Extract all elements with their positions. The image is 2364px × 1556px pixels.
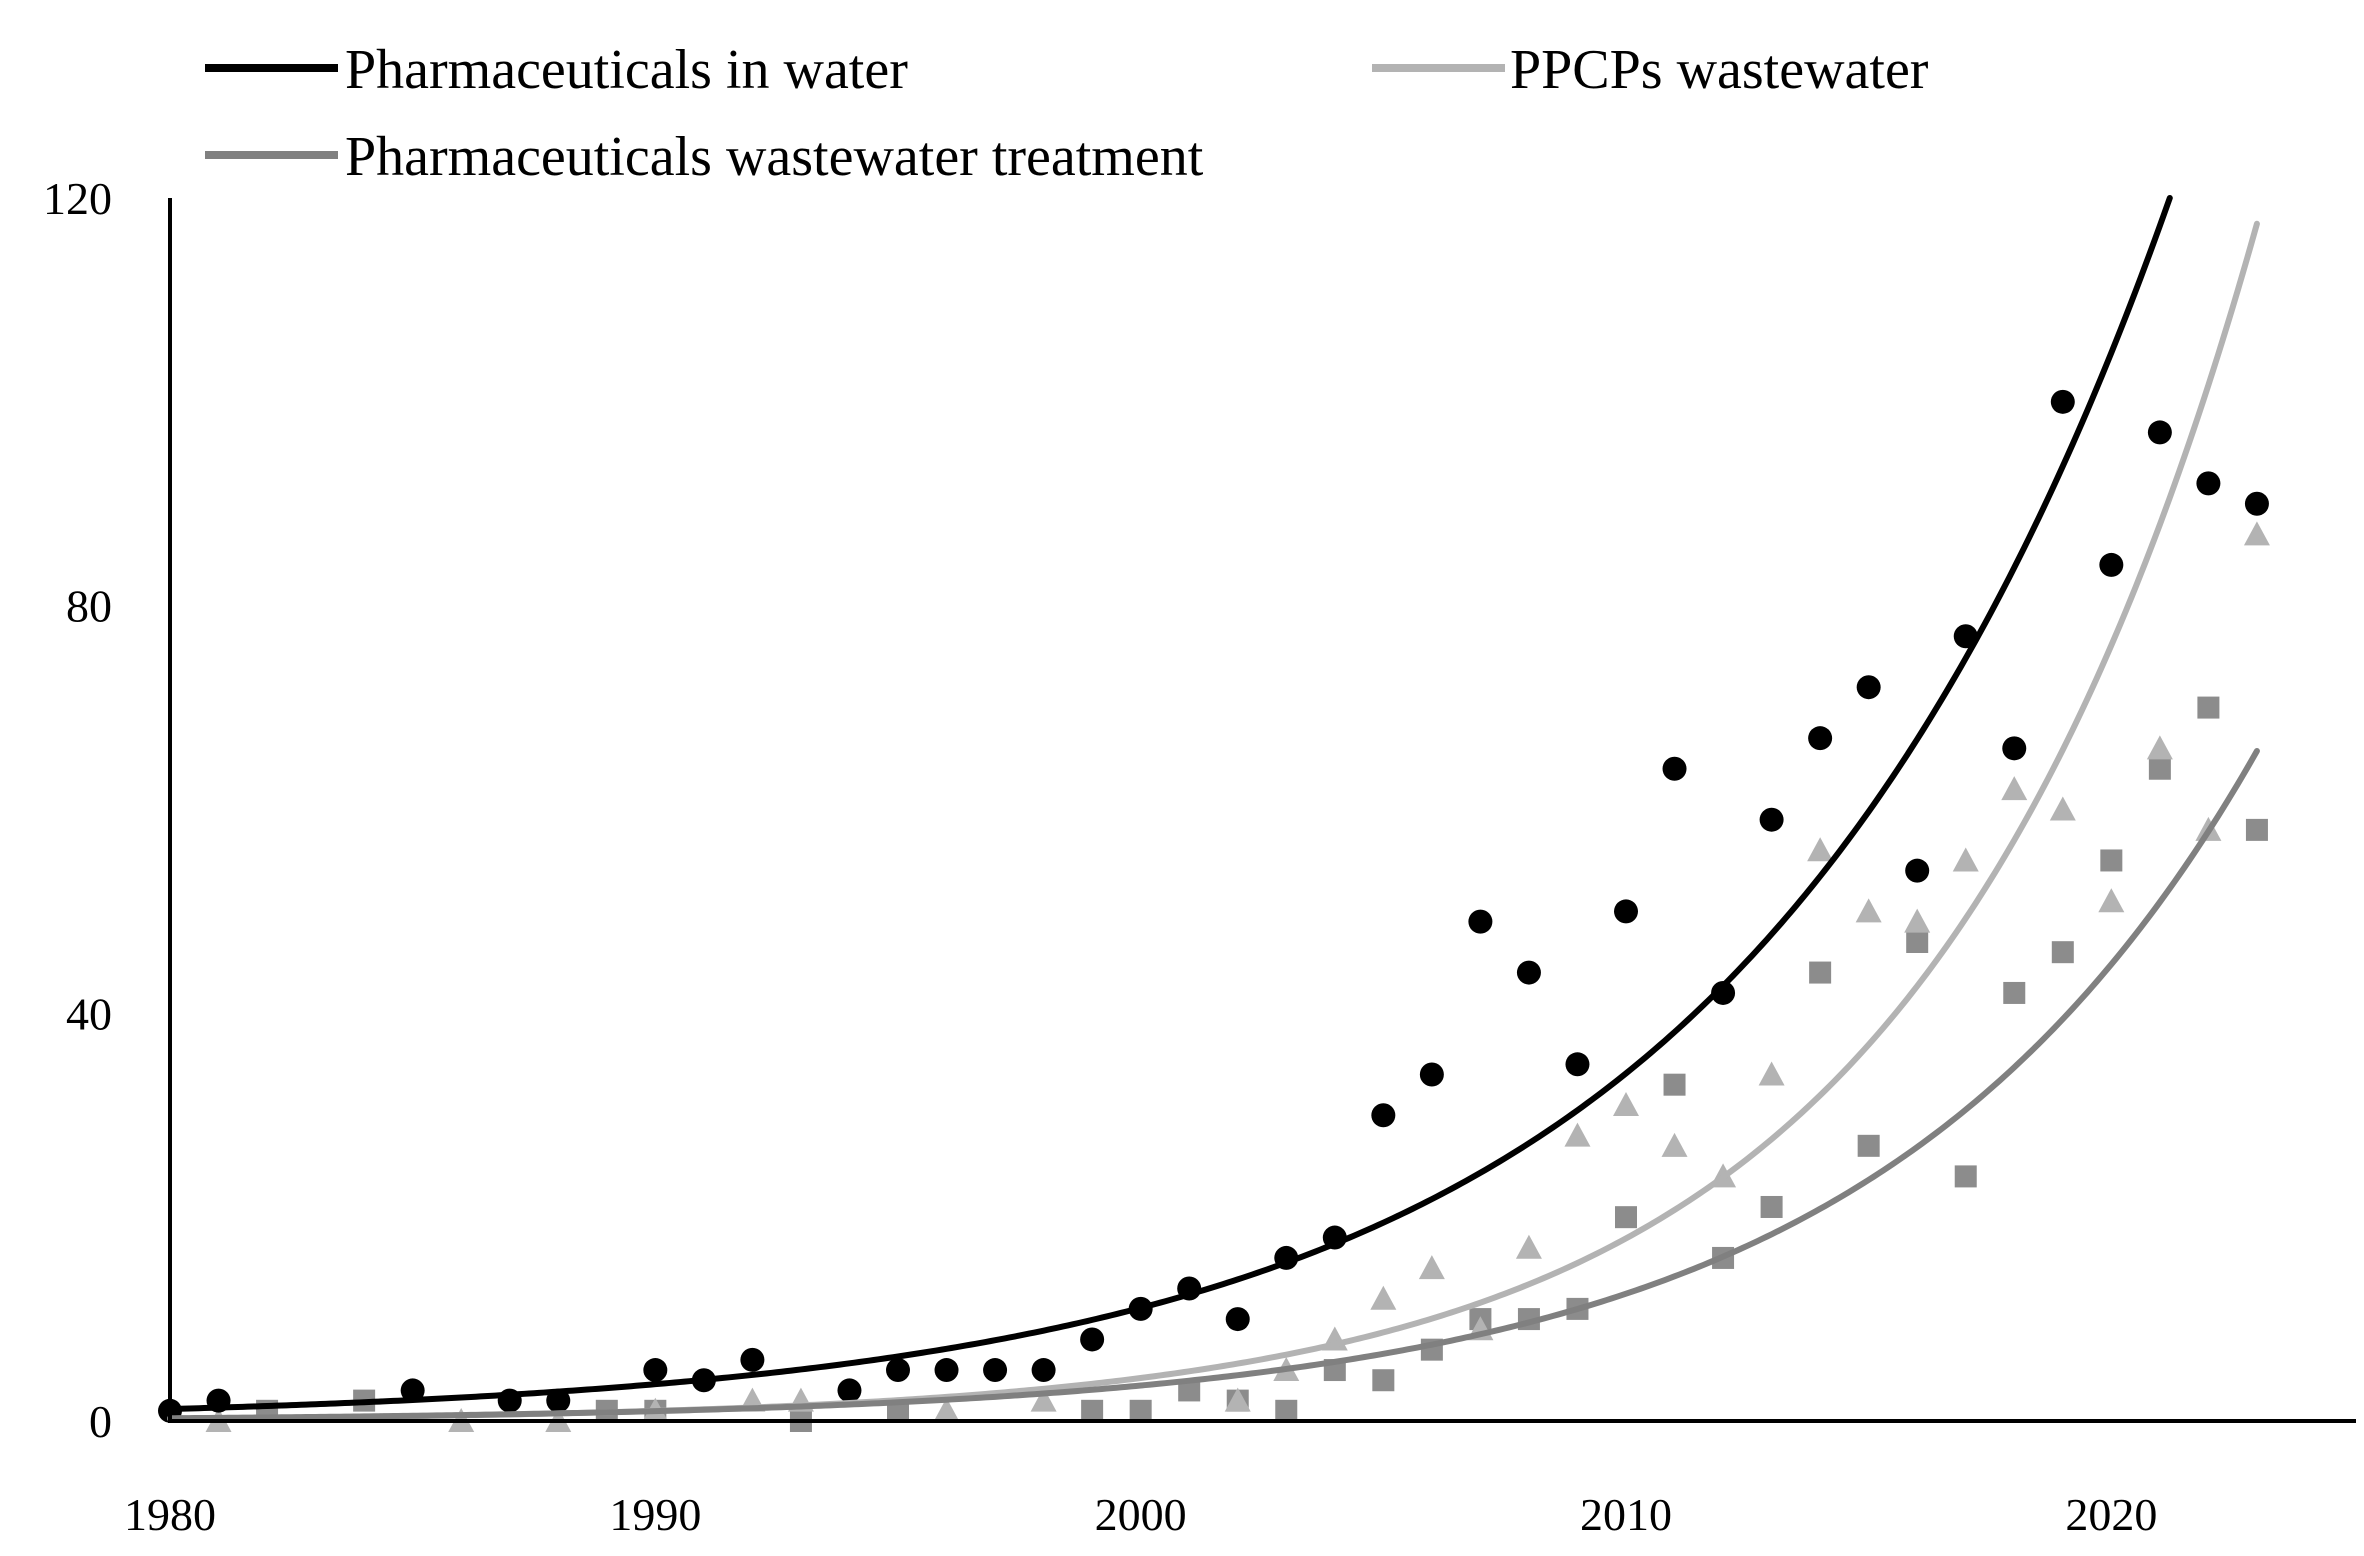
data-point-triangle: [1952, 847, 1979, 872]
data-point-square: [1954, 1165, 1977, 1188]
data-point-triangle: [1370, 1285, 1397, 1310]
series-triangle-markers: [205, 521, 2270, 1432]
y-tick-label: 0: [89, 1396, 112, 1447]
data-point-circle: [2099, 552, 2124, 577]
data-point-circle: [886, 1358, 910, 1383]
data-point-square: [1081, 1399, 1104, 1422]
data-markers: [158, 389, 2270, 1432]
trend-line-triangle: [167, 220, 2260, 1422]
data-point-circle: [1905, 858, 1930, 883]
x-tick-label: 1980: [124, 1489, 216, 1540]
y-tick-labels: 0 40 80 120: [43, 173, 112, 1447]
data-point-circle: [2050, 389, 2075, 414]
data-point-square: [1615, 1206, 1637, 1229]
data-point-circle: [1711, 980, 1736, 1005]
data-point-triangle: [1418, 1255, 1445, 1280]
legend-item-pharmaceuticals-in-water: Pharmaceuticals in water: [205, 39, 908, 101]
legend-item-ppcps-wastewater: PPCPs wastewater: [1372, 39, 1929, 101]
series-square-markers: [256, 696, 2268, 1432]
data-point-square: [2245, 818, 2268, 841]
data-point-triangle: [2146, 735, 2173, 760]
data-point-triangle: [2049, 796, 2076, 821]
data-point-circle: [1516, 960, 1541, 985]
data-point-circle: [983, 1358, 1008, 1383]
data-point-square: [1857, 1134, 1880, 1157]
data-point-circle: [2244, 491, 2269, 516]
data-point-circle: [1031, 1358, 1056, 1383]
series-circle-markers: [158, 389, 2269, 1423]
data-point-circle: [1419, 1062, 1444, 1087]
data-point-circle: [1565, 1052, 1590, 1077]
x-tick-label: 1990: [609, 1489, 701, 1540]
data-point-triangle: [933, 1397, 960, 1422]
data-point-circle: [400, 1378, 425, 1403]
data-point-square: [1663, 1073, 1686, 1096]
data-point-circle: [1225, 1307, 1250, 1332]
trend-line-square: [167, 748, 2260, 1422]
trend-lines: [167, 195, 2260, 1422]
data-point-square: [2003, 981, 2026, 1004]
data-point-circle: [1759, 807, 1784, 832]
data-point-triangle: [1224, 1387, 1251, 1412]
data-point-circle: [1856, 675, 1881, 700]
data-point-square: [2051, 941, 2074, 964]
data-point-triangle: [1661, 1132, 1688, 1157]
data-point-circle: [837, 1378, 862, 1403]
data-point-triangle: [1807, 837, 1834, 862]
data-point-square: [1809, 961, 1832, 984]
data-point-circle: [2147, 420, 2172, 445]
data-point-square: [2148, 757, 2171, 780]
data-point-triangle: [1030, 1387, 1057, 1412]
y-tick-label: 120: [43, 173, 112, 224]
data-point-circle: [934, 1358, 959, 1383]
data-point-circle: [2002, 736, 2027, 761]
data-point-square: [1906, 930, 1929, 953]
legend-label: Pharmaceuticals in water: [345, 39, 908, 101]
data-point-triangle: [1613, 1092, 1639, 1117]
data-point-triangle: [2001, 776, 2028, 801]
data-point-square: [2197, 696, 2220, 719]
x-tick-label: 2020: [2065, 1489, 2157, 1540]
data-point-circle: [1080, 1327, 1105, 1352]
data-point-triangle: [1564, 1122, 1591, 1147]
data-point-circle: [1662, 756, 1687, 781]
data-point-triangle: [1855, 898, 1882, 923]
data-point-square: [1760, 1195, 1783, 1218]
data-point-square: [1275, 1399, 1298, 1422]
data-point-triangle: [2098, 888, 2125, 913]
data-point-square: [1178, 1379, 1201, 1402]
data-point-square: [2100, 849, 2123, 872]
data-point-circle: [1614, 899, 1638, 924]
data-point-square: [1372, 1369, 1395, 1392]
x-tick-labels: 1980 1990 2000 2010 2020: [124, 1489, 2157, 1540]
data-point-square: [1129, 1399, 1152, 1422]
data-point-triangle: [1758, 1061, 1785, 1086]
data-point-circle: [1808, 726, 1833, 751]
data-point-circle: [1468, 909, 1493, 934]
y-tick-label: 40: [66, 988, 112, 1039]
x-tick-label: 2000: [1095, 1489, 1187, 1540]
data-point-circle: [2196, 471, 2221, 496]
data-point-circle: [1371, 1103, 1396, 1128]
data-point-triangle: [1515, 1234, 1542, 1259]
data-point-circle: [740, 1347, 765, 1372]
x-tick-label: 2010: [1580, 1489, 1672, 1540]
data-point-triangle: [2243, 521, 2270, 546]
trend-line-circle: [167, 195, 2173, 1413]
legend: Pharmaceuticals in water PPCPs wastewate…: [205, 39, 1929, 188]
legend-item-pharmaceuticals-wastewater-treatment: Pharmaceuticals wastewater treatment: [205, 126, 1204, 188]
y-tick-label: 80: [66, 581, 112, 632]
data-point-triangle: [1904, 908, 1931, 933]
data-point-circle: [643, 1358, 668, 1383]
legend-label: Pharmaceuticals wastewater treatment: [345, 126, 1204, 188]
legend-label: PPCPs wastewater: [1510, 39, 1929, 101]
